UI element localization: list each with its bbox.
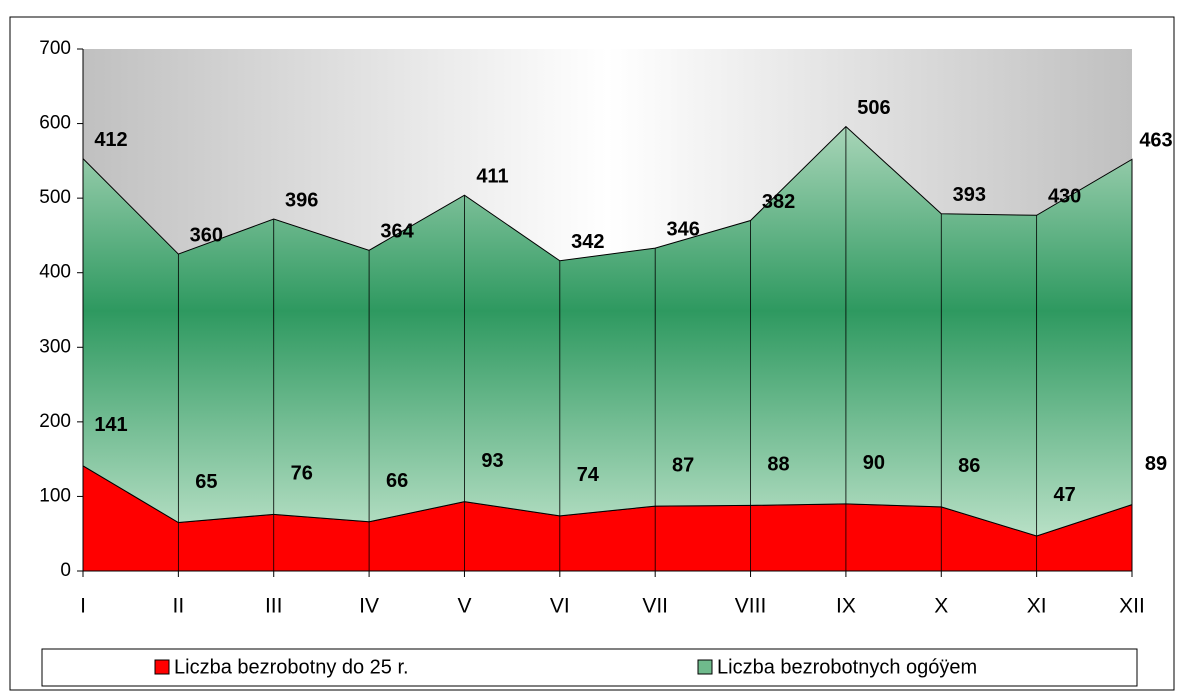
legend-swatch <box>697 659 713 675</box>
y-tick-label: 400 <box>39 262 71 283</box>
x-tick-label: I <box>80 595 86 618</box>
legend-label: Liczba bezrobotny do 25 r. <box>174 656 409 678</box>
data-label: 141 <box>94 414 127 436</box>
data-label: 88 <box>767 454 789 476</box>
data-label: 506 <box>857 97 890 119</box>
data-label: 65 <box>195 471 217 493</box>
y-tick-label: 0 <box>60 560 71 581</box>
data-label: 66 <box>386 470 408 492</box>
x-tick-label: XI <box>1027 595 1047 618</box>
data-label: 89 <box>1145 453 1167 475</box>
data-label: 382 <box>762 191 795 213</box>
legend-swatch <box>154 659 170 675</box>
legend <box>41 648 1138 687</box>
data-label: 346 <box>666 218 699 240</box>
x-tick-label: IV <box>359 595 379 618</box>
x-tick-label: V <box>457 595 471 618</box>
y-tick-label: 100 <box>39 485 71 506</box>
data-label: 86 <box>958 455 980 477</box>
data-label: 87 <box>672 454 694 476</box>
data-label: 393 <box>953 184 986 206</box>
data-label: 342 <box>571 231 604 253</box>
x-tick-label: II <box>173 595 185 618</box>
data-label: 412 <box>94 129 127 151</box>
data-label: 396 <box>285 189 318 211</box>
y-tick-label: 500 <box>39 187 71 208</box>
x-tick-label: VIII <box>735 595 767 618</box>
data-label: 76 <box>291 463 313 485</box>
y-tick-label: 700 <box>39 38 71 59</box>
data-label: 74 <box>577 464 600 486</box>
y-tick-label: 300 <box>39 336 71 357</box>
data-label: 360 <box>190 224 223 246</box>
y-tick-label: 200 <box>39 411 71 432</box>
x-tick-label: IX <box>836 595 856 618</box>
data-label: 93 <box>481 450 503 472</box>
legend-label: Liczba bezrobotnych ogóÿem <box>717 656 977 678</box>
y-tick-label: 600 <box>39 113 71 134</box>
x-tick-label: X <box>934 595 948 618</box>
x-tick-label: VI <box>550 595 570 618</box>
x-tick-label: XII <box>1119 595 1145 618</box>
data-label: 90 <box>863 452 885 474</box>
data-label: 47 <box>1054 484 1076 506</box>
x-tick-label: III <box>265 595 283 618</box>
data-label: 430 <box>1048 186 1081 208</box>
x-tick-label: VII <box>642 595 668 618</box>
data-label: 411 <box>476 165 508 187</box>
frame <box>9 16 1175 691</box>
data-label: 364 <box>380 221 414 243</box>
data-label: 463 <box>1139 130 1172 152</box>
